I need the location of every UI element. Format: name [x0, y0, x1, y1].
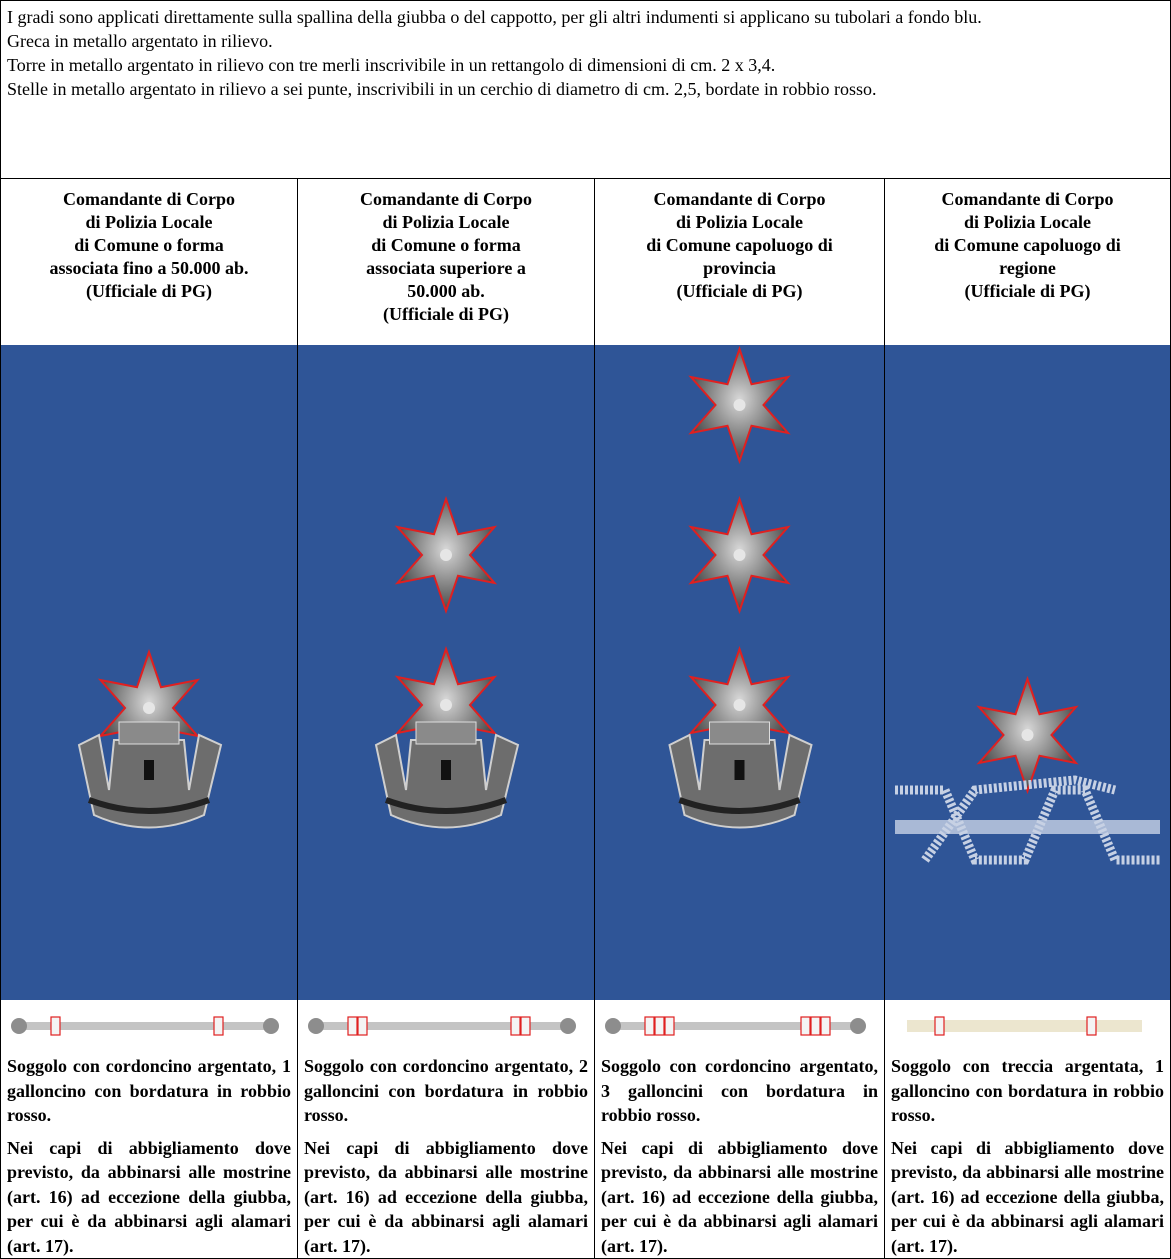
usage-note: Nei capi di abbigliamento dove previsto,… — [7, 1137, 291, 1256]
header-line: Comandante di Corpo — [941, 189, 1114, 209]
intro: I gradi sono applicati direttamente sull… — [0, 0, 1171, 179]
header-line: di Comune capoluogo di — [646, 235, 833, 255]
column-header: Comandante di Corpo di Polizia Locale di C… — [1, 188, 297, 303]
galloncino — [213, 1016, 224, 1036]
header-line: Comandante di Corpo — [62, 189, 236, 209]
galloncino — [800, 1016, 811, 1036]
star-center — [733, 399, 746, 411]
galloncino — [810, 1016, 821, 1036]
insignia-panel — [1, 345, 297, 1000]
header-line: regione — [999, 258, 1056, 278]
usage-note: Nei capi di abbigliamento dove previsto,… — [891, 1137, 1164, 1256]
galloncino — [1086, 1016, 1097, 1036]
insignia-panel — [595, 345, 884, 1000]
header-line: 50.000 ab. — [407, 281, 485, 301]
description: Soggolo con cordoncino argentato, 2 gall… — [304, 1054, 588, 1259]
insignia-panel — [298, 345, 594, 1000]
column: Comandante di Corpo di Polizia Locale di C… — [0, 178, 298, 1259]
cord-description: Soggolo con cordoncino argentato, 2 gall… — [304, 1056, 588, 1125]
description: Soggolo con cordoncino argentato, 1 gall… — [7, 1054, 291, 1259]
header-line: (Ufficiale di PG) — [964, 281, 1091, 301]
insignia — [668, 345, 813, 829]
column-header: Comandante di Corpo di Polizia Locale di C… — [298, 188, 594, 326]
cord-end — [308, 1018, 324, 1034]
header-line: Comandante di Corpo — [359, 189, 533, 209]
tower-door — [144, 760, 154, 780]
cord-description: Soggolo con cordoncino argentato, 1 gall… — [7, 1056, 291, 1125]
galloncino — [664, 1016, 675, 1036]
galloncino — [50, 1016, 61, 1036]
description: Soggolo con treccia argentata, 1 gallonc… — [891, 1054, 1164, 1259]
cord-end — [850, 1018, 866, 1034]
header-line: di Polizia Locale — [676, 212, 803, 232]
header-line: di Comune o forma — [371, 235, 521, 255]
star-center — [1021, 729, 1034, 741]
cord-end — [263, 1018, 279, 1034]
header-line: di Comune o forma — [74, 235, 224, 255]
galloncino — [347, 1016, 358, 1036]
header-line: Comandante di Corpo — [653, 189, 826, 209]
star-center — [440, 699, 452, 711]
cord — [907, 1016, 1142, 1036]
column-header: Comandante di Corpo di Polizia Locale di C… — [885, 188, 1170, 303]
header-line: (Ufficiale di PG) — [676, 281, 803, 301]
galloncino — [654, 1016, 665, 1036]
galloncino — [357, 1016, 368, 1036]
description: Soggolo con cordoncino argentato, 3 gall… — [601, 1054, 878, 1259]
star-center — [143, 702, 155, 714]
insignia — [895, 675, 1160, 865]
star-center — [733, 549, 746, 561]
galloncino — [520, 1016, 531, 1036]
intro-line: Torre in metallo argentato in rilievo co… — [7, 55, 776, 75]
tower-band — [678, 797, 801, 814]
galloncino — [510, 1016, 521, 1036]
galloncino — [644, 1016, 655, 1036]
cord-end — [11, 1018, 27, 1034]
insignia — [374, 495, 520, 829]
header-line: di Polizia Locale — [964, 212, 1091, 232]
column: Comandante di Corpo di Polizia Locale di C… — [297, 178, 595, 1259]
header-line: provincia — [703, 258, 776, 278]
header-line: di Polizia Locale — [382, 212, 510, 232]
galloncino — [820, 1016, 831, 1036]
insignia — [77, 648, 223, 829]
column: Comandante di Corpo di Polizia Locale di C… — [594, 178, 885, 1259]
cord-description: Soggolo con treccia argentata, 1 gallonc… — [891, 1056, 1164, 1125]
tower-top — [118, 721, 180, 745]
tower-door — [734, 760, 745, 780]
header-line: associata superiore a — [366, 258, 526, 278]
header-line: di Polizia Locale — [85, 212, 213, 232]
greca-band — [895, 820, 1160, 834]
tower-door — [441, 760, 451, 780]
tower-top — [415, 721, 477, 745]
cord — [11, 1016, 279, 1036]
tower-band — [384, 797, 508, 814]
usage-note: Nei capi di abbigliamento dove previsto,… — [601, 1137, 878, 1256]
column-header: Comandante di Corpo di Polizia Locale di C… — [595, 188, 884, 303]
cord-description: Soggolo con cordoncino argentato, 3 gall… — [601, 1056, 878, 1125]
tower-band — [87, 797, 211, 814]
header-line: associata fino a 50.000 ab. — [49, 258, 249, 278]
star-center — [733, 699, 746, 711]
cord — [308, 1016, 576, 1036]
cord-end — [605, 1018, 621, 1034]
column: Comandante di Corpo di Polizia Locale di C… — [884, 178, 1171, 1259]
header-line: (Ufficiale di PG) — [383, 304, 509, 324]
usage-note: Nei capi di abbigliamento dove previsto,… — [304, 1137, 588, 1256]
star-center — [440, 549, 452, 561]
intro-line: I gradi sono applicati direttamente sull… — [7, 7, 982, 27]
tower-top — [709, 721, 770, 745]
greca — [895, 775, 1160, 865]
header-line: di Comune capoluogo di — [934, 235, 1121, 255]
intro-line: Stelle in metallo argentato in rilievo a… — [7, 79, 877, 99]
cord — [605, 1016, 866, 1036]
insignia-panel — [885, 345, 1170, 1000]
header-line: (Ufficiale di PG) — [86, 281, 212, 301]
intro-line: Greca in metallo argentato in rilievo. — [7, 31, 273, 51]
cord-end — [560, 1018, 576, 1034]
galloncino — [934, 1016, 945, 1036]
